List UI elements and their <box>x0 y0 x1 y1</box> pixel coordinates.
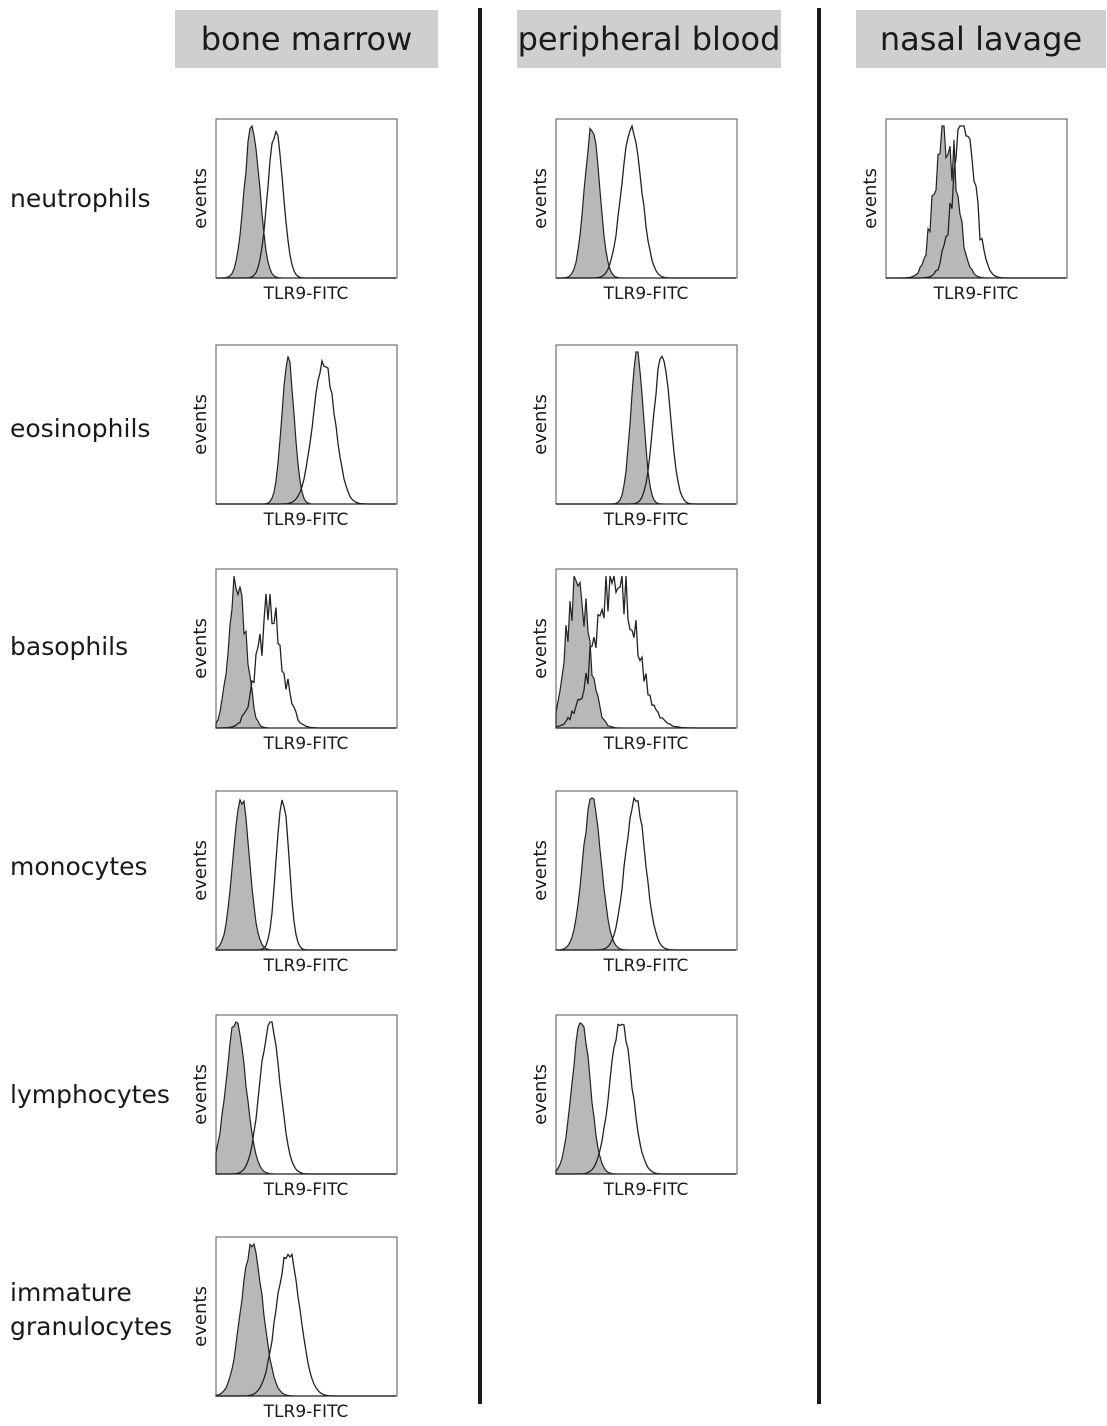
tlr9-histogram <box>555 575 736 729</box>
x-axis-label: TLR9-FITC <box>263 510 349 530</box>
histogram-plot <box>555 568 738 729</box>
row-label-eosinophils: eosinophils <box>10 414 151 443</box>
plot-frame <box>885 118 1068 279</box>
tlr9-histogram <box>886 125 1066 279</box>
histogram-panel-monocytes-bone-marrow: events TLR9-FITC <box>185 790 417 980</box>
histogram-panel-immature-granulocytes-bone-marrow: events TLR9-FITC <box>185 1236 417 1426</box>
tlr9-histogram <box>216 358 396 505</box>
histogram-panel-neutrophils-nasal-lavage: events TLR9-FITC <box>855 118 1087 308</box>
histogram-panel-lymphocytes-bone-marrow: events TLR9-FITC <box>185 1014 417 1204</box>
y-axis-label: events <box>189 393 211 455</box>
tlr9-histogram <box>216 593 396 729</box>
histogram-plot <box>555 118 738 279</box>
tlr9-histogram <box>216 799 396 951</box>
y-axis-label: events <box>529 167 551 229</box>
tlr9-histogram <box>216 1252 396 1397</box>
x-axis-label: TLR9-FITC <box>263 284 349 304</box>
histogram-panel-lymphocytes-peripheral-blood: events TLR9-FITC <box>525 1014 757 1204</box>
column-divider <box>478 8 482 1404</box>
plot-frame <box>215 344 398 505</box>
y-axis-label: events <box>189 617 211 679</box>
tlr9-histogram <box>216 129 396 279</box>
y-axis-label: events <box>529 1063 551 1125</box>
histogram-panel-basophils-bone-marrow: events TLR9-FITC <box>185 568 417 758</box>
histogram-plot <box>555 344 738 505</box>
histogram-panel-monocytes-peripheral-blood: events TLR9-FITC <box>525 790 757 980</box>
column-divider <box>817 8 821 1404</box>
column-header-peripheral-blood: peripheral blood <box>517 10 781 68</box>
x-axis-label: TLR9-FITC <box>603 956 689 976</box>
y-axis-label: events <box>859 167 881 229</box>
x-axis-label: TLR9-FITC <box>263 956 349 976</box>
histogram-plot <box>555 1014 738 1175</box>
column-header-nasal-lavage: nasal lavage <box>856 10 1106 68</box>
row-label-lymphocytes: lymphocytes <box>10 1080 170 1109</box>
x-axis-label: TLR9-FITC <box>603 734 689 754</box>
x-axis-label: TLR9-FITC <box>263 734 349 754</box>
histogram-plot <box>215 1236 398 1397</box>
tlr9-histogram <box>556 355 736 505</box>
histogram-plot <box>215 790 398 951</box>
tlr9-histogram <box>216 1021 396 1175</box>
y-axis-label: events <box>189 839 211 901</box>
histogram-panel-eosinophils-peripheral-blood: events TLR9-FITC <box>525 344 757 534</box>
column-header-bone-marrow: bone marrow <box>175 10 438 68</box>
histogram-plot <box>555 790 738 951</box>
histogram-plot <box>885 118 1068 279</box>
histogram-panel-neutrophils-peripheral-blood: events TLR9-FITC <box>525 118 757 308</box>
x-axis-label: TLR9-FITC <box>603 284 689 304</box>
histogram-plot <box>215 118 398 279</box>
histogram-plot <box>215 568 398 729</box>
x-axis-label: TLR9-FITC <box>603 1180 689 1200</box>
histogram-panel-basophils-peripheral-blood: events TLR9-FITC <box>525 568 757 758</box>
y-axis-label: events <box>189 167 211 229</box>
row-label-basophils: basophils <box>10 632 129 661</box>
y-axis-label: events <box>529 393 551 455</box>
row-label-immature-granulocytes: immature granulocytes <box>10 1278 173 1341</box>
x-axis-label: TLR9-FITC <box>603 510 689 530</box>
histogram-panel-neutrophils-bone-marrow: events TLR9-FITC <box>185 118 417 308</box>
y-axis-label: events <box>189 1063 211 1125</box>
tlr9-histogram <box>556 123 736 279</box>
y-axis-label: events <box>529 839 551 901</box>
row-label-neutrophils: neutrophils <box>10 184 151 213</box>
histogram-plot <box>215 1014 398 1175</box>
x-axis-label: TLR9-FITC <box>263 1402 349 1422</box>
histogram-panel-eosinophils-bone-marrow: events TLR9-FITC <box>185 344 417 534</box>
x-axis-label: TLR9-FITC <box>263 1180 349 1200</box>
tlr9-histogram <box>556 796 736 951</box>
tlr9-histogram <box>556 1023 736 1175</box>
y-axis-label: events <box>189 1285 211 1347</box>
x-axis-label: TLR9-FITC <box>933 284 1019 304</box>
row-label-monocytes: monocytes <box>10 852 148 881</box>
histogram-plot <box>215 344 398 505</box>
y-axis-label: events <box>529 617 551 679</box>
